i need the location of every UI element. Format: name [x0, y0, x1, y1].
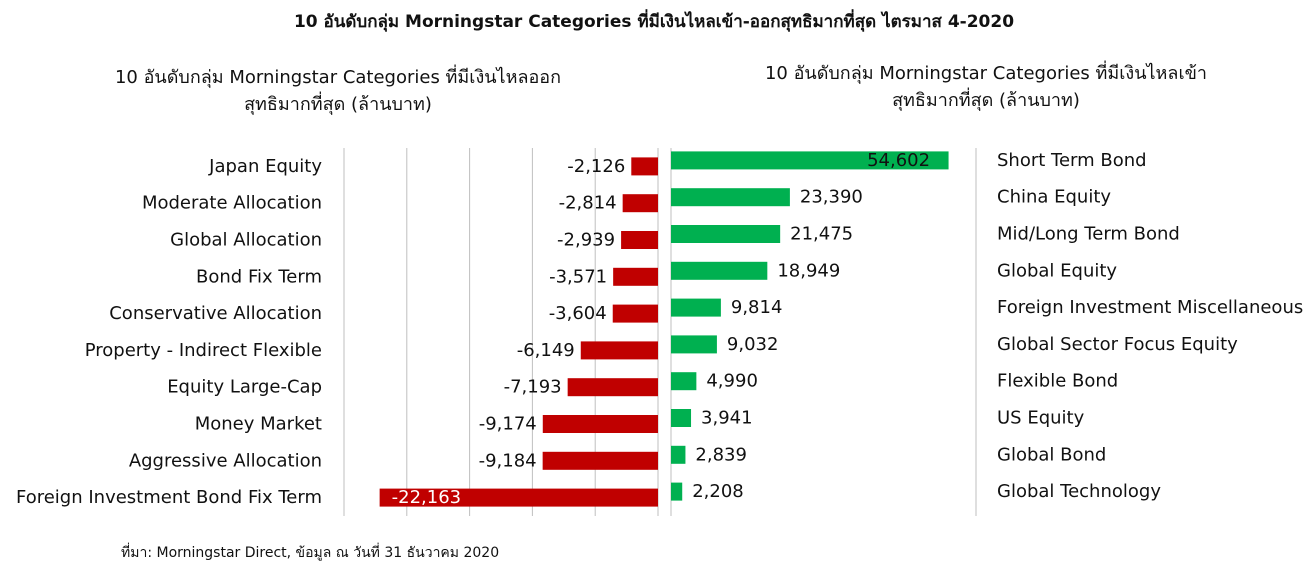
- outflow-title-line-1: 10 อันดับกลุ่ม Morningstar Categories ที…: [114, 67, 562, 88]
- outflow-bar: [613, 267, 658, 286]
- outflow-bar: [542, 415, 658, 433]
- inflow-category-label: Mid/Long Term Bond: [997, 224, 1180, 245]
- outflow-category-label: Money Market: [195, 414, 322, 435]
- outflow-category-label: Global Allocation: [170, 230, 322, 251]
- outflow-bar: [567, 378, 658, 397]
- outflow-title-line-2: สุทธิมากที่สุด (ล้านบาท): [244, 94, 432, 115]
- outflow-category-label: Moderate Allocation: [142, 193, 322, 214]
- inflow-bar: [671, 445, 686, 464]
- outflow-value-label: -6,149: [517, 340, 575, 361]
- inflow-category-label: Flexible Bond: [997, 371, 1118, 392]
- inflow-value-label: 23,390: [800, 187, 863, 208]
- inflow-category-label: Global Sector Focus Equity: [997, 334, 1238, 355]
- main-title: 10 อันดับกลุ่ม Morningstar Categories ที…: [293, 12, 1015, 32]
- outflow-category-label: Equity Large-Cap: [167, 377, 322, 398]
- inflow-category-label: Global Equity: [997, 260, 1117, 281]
- inflow-bar: [671, 261, 768, 280]
- outflow-value-label: -2,126: [567, 156, 625, 177]
- inflow-bar: [671, 409, 692, 427]
- inflow-title-line-1: 10 อันดับกลุ่ม Morningstar Categories ที…: [764, 63, 1208, 84]
- outflow-bar: [580, 341, 658, 360]
- outflow-bar: [631, 157, 658, 176]
- inflow-category-label: China Equity: [997, 187, 1111, 208]
- inflow-value-label: 54,602: [867, 150, 930, 171]
- outflow-value-label: -22,163: [392, 487, 461, 508]
- outflow-value-label: -3,604: [549, 303, 607, 324]
- source-note: ที่มา: Morningstar Direct, ข้อมูล ณ วันท…: [121, 545, 500, 561]
- outflow-category-label: Bond Fix Term: [196, 266, 322, 287]
- inflow-value-label: 9,032: [727, 334, 779, 355]
- inflow-title-line-2: สุทธิมากที่สุด (ล้านบาท): [892, 90, 1080, 111]
- inflow-bar: [671, 225, 781, 243]
- inflow-category-label: Foreign Investment Miscellaneous: [997, 297, 1303, 318]
- inflow-category-label: US Equity: [997, 408, 1085, 429]
- inflow-category-label: Global Bond: [997, 444, 1106, 465]
- inflow-chart-title: 10 อันดับกลุ่ม Morningstar Categories ที…: [686, 60, 1286, 114]
- outflow-value-label: -9,174: [479, 414, 537, 435]
- outflow-bar: [542, 451, 658, 470]
- outflow-category-label: Aggressive Allocation: [129, 450, 322, 471]
- outflow-bar: [379, 488, 658, 507]
- outflow-value-label: -2,939: [557, 230, 615, 251]
- inflow-bar: [671, 372, 697, 391]
- inflow-value-label: 2,839: [695, 444, 747, 465]
- inflow-value-label: 2,208: [692, 481, 744, 502]
- outflow-category-label: Foreign Investment Bond Fix Term: [16, 487, 322, 508]
- outflow-value-label: -3,571: [549, 266, 607, 287]
- outflow-bar: [622, 194, 658, 213]
- inflow-category-label: Global Technology: [997, 481, 1161, 502]
- outflow-chart-title: 10 อันดับกลุ่ม Morningstar Categories ที…: [38, 64, 638, 118]
- outflow-category-label: Property - Indirect Flexible: [85, 340, 322, 361]
- outflow-bar: [621, 231, 658, 249]
- outflow-value-label: -9,184: [479, 450, 537, 471]
- inflow-value-label: 18,949: [777, 260, 840, 281]
- outflow-value-label: -2,814: [559, 193, 617, 214]
- inflow-bar: [671, 151, 949, 170]
- inflow-bar: [671, 482, 683, 501]
- outflow-category-label: Japan Equity: [208, 156, 322, 177]
- inflow-category-label: Short Term Bond: [997, 150, 1147, 171]
- inflow-bar: [671, 298, 721, 317]
- inflow-value-label: 4,990: [706, 371, 758, 392]
- inflow-value-label: 3,941: [701, 408, 753, 429]
- inflow-value-label: 21,475: [790, 224, 853, 245]
- outflow-category-label: Conservative Allocation: [109, 303, 322, 324]
- inflow-bar: [671, 188, 790, 207]
- outflow-bar: [612, 304, 658, 323]
- inflow-bar: [671, 335, 717, 354]
- outflow-value-label: -7,193: [504, 377, 562, 398]
- inflow-value-label: 9,814: [731, 297, 783, 318]
